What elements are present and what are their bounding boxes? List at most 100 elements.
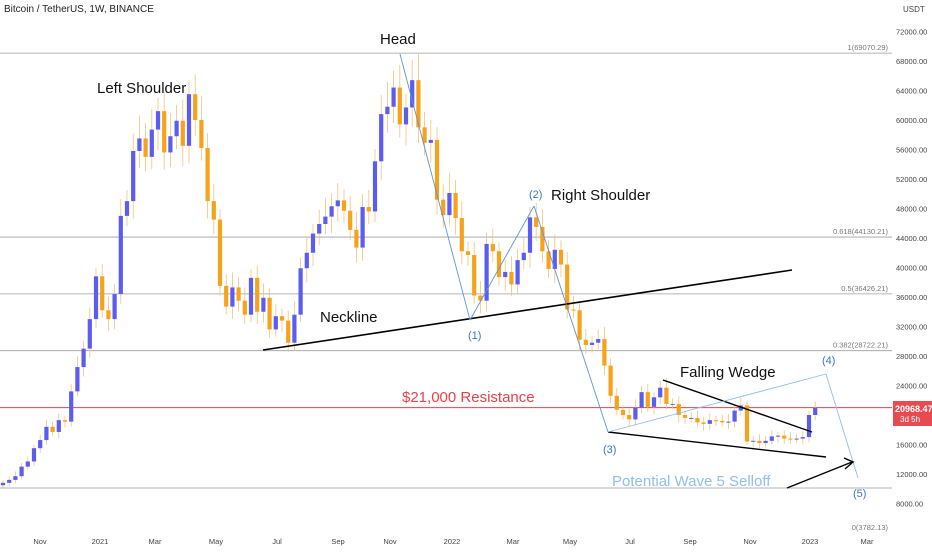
candle-body [757,440,762,444]
time-axis: Nov 2021 Mar May Jul Sep Nov 2022 Mar May Jul Sep No… [33,537,874,546]
candles-layer [0,54,818,488]
candle-body [81,348,86,368]
candle-body [633,407,638,420]
fib-levels-layer: 1(69070.29) 0.618(44130.21) 0.5(36426.21) 0… [0,43,892,532]
candle-body [391,87,396,107]
candle-body [701,422,706,424]
candle-body [25,461,30,467]
candle-body [565,264,570,310]
wave-3-label: (3) [603,444,616,456]
price-tick-label: 36000.00 [896,293,927,302]
candle-body [69,391,74,422]
candle-body [410,80,415,108]
time-tick-label: Jul [625,537,635,546]
candle-body [738,405,743,411]
candle-body [379,114,384,162]
time-tick-label: Jul [272,537,282,546]
price-tick-label: 64000.00 [896,87,927,96]
candle-body [447,193,452,216]
candle-body [744,405,750,442]
candle-body [800,437,805,439]
head-label: Head [380,31,416,48]
time-tick-label: Mar [149,537,162,546]
candle-body [87,319,92,349]
candle-body [614,395,619,410]
time-tick-label: Sep [683,537,696,546]
candle-body [732,410,737,422]
candle-body [211,201,216,220]
time-tick-label: Nov [383,537,397,546]
candle-body [50,426,55,432]
last-price-countdown: 3d 5h [900,415,920,424]
wedge-lower-line [607,431,827,458]
candle-body [199,120,204,149]
candle-body [540,226,545,252]
candle-body [236,287,241,301]
candle-body [93,276,99,320]
price-tick-label: 28000.00 [896,352,927,361]
candle-body [137,138,142,151]
candle-body [162,111,167,153]
candle-body [571,309,576,311]
fib-level-label: 0.382(28722.21) [833,341,889,350]
candle-body [19,466,24,477]
drawings-layer [262,53,859,489]
price-tick-label: 16000.00 [896,441,927,450]
fib-level-label: 1(69070.29) [848,43,889,52]
candle-body [317,223,322,234]
price-tick-label: 40000.00 [896,264,927,273]
candle-body [205,148,210,202]
price-tick-label: 32000.00 [896,323,927,332]
candle-body [279,316,285,321]
candle-body [242,300,247,315]
time-tick-label: 2022 [444,537,461,546]
candle-body [509,271,514,285]
candle-body [658,387,663,398]
candle-body [273,316,278,330]
candle-body [478,295,483,301]
selloff-arrowhead [843,457,855,470]
candle-body [298,268,303,315]
wave-head-to-1 [399,53,471,321]
candle-body [589,342,595,345]
candle-body [168,136,173,153]
candle-body [521,252,526,261]
candle-body [546,251,551,269]
candle-body [230,287,235,307]
candle-body [465,251,471,255]
candle-body [261,297,266,312]
candle-body [106,310,111,320]
candle-body [62,420,68,422]
candle-body [515,260,520,285]
fib-level-label: 0.618(44130.21) [833,227,889,236]
candle-body [180,120,185,146]
time-tick-label: 2021 [92,537,109,546]
candle-body [75,367,80,392]
candle-body [676,403,681,415]
candle-body [0,482,6,486]
wave-2-label: (2) [529,189,542,201]
candle-body [503,271,508,278]
candle-body [583,339,588,345]
candle-body [372,161,378,212]
time-tick-label: Sep [331,537,344,546]
candle-body [682,415,688,418]
candle-body [174,120,179,137]
right-shoulder-label: Right Shoulder [551,187,650,204]
candle-body [385,106,390,115]
candle-body [248,277,254,315]
candle-body [7,479,12,483]
candle-body [596,339,601,343]
falling-wedge-label: Falling Wedge [680,364,776,381]
candle-body [713,420,719,422]
candle-body [751,440,756,442]
candle-body [118,215,123,295]
candle-body [292,314,297,343]
candle-body [434,139,440,200]
candle-body [112,294,117,320]
price-tick-label: 48000.00 [896,205,927,214]
candle-body [428,139,433,143]
candle-body [149,129,154,157]
